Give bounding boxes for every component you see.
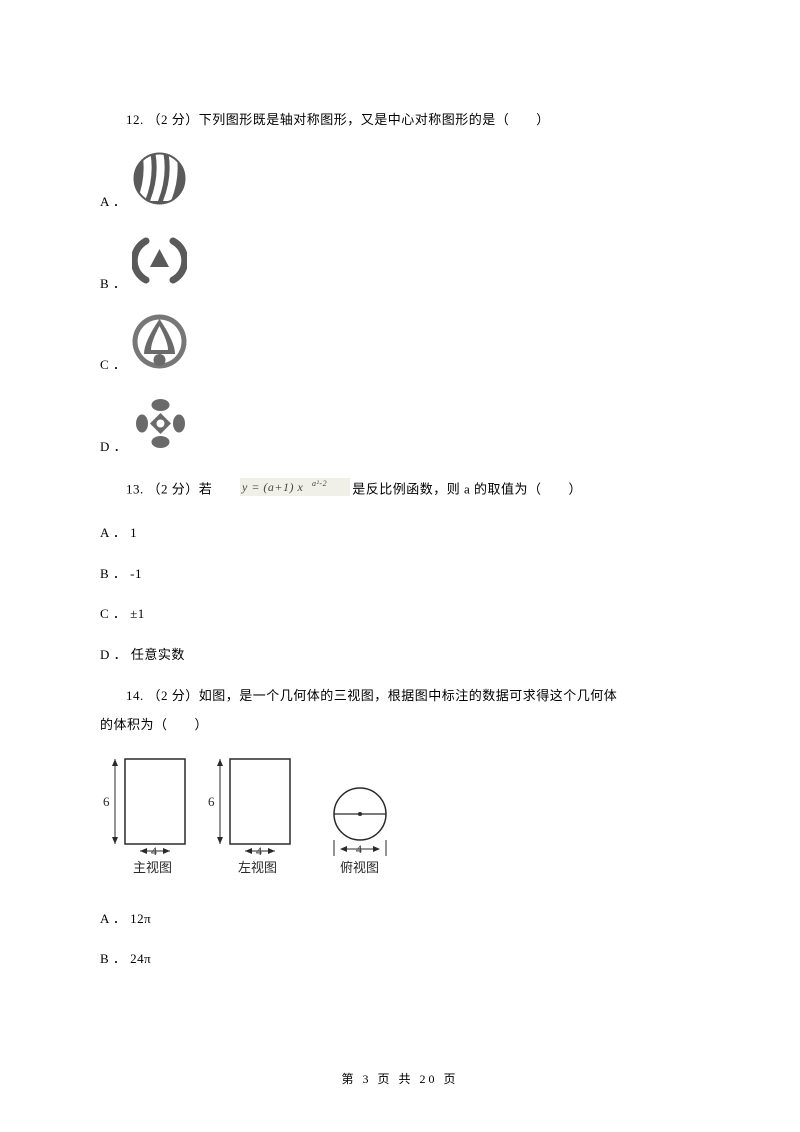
q12-icon-c xyxy=(132,314,187,376)
svg-text:左视图: 左视图 xyxy=(238,860,277,875)
svg-text:4: 4 xyxy=(356,842,362,856)
svg-text:6: 6 xyxy=(103,794,110,809)
option-label: A ． xyxy=(100,192,126,213)
q12-text: 12. （2 分）下列图形既是轴对称图形，又是中心对称图形的是（ ） xyxy=(100,110,700,131)
svg-text:主视图: 主视图 xyxy=(133,860,172,875)
q13-option-b: B ． -1 xyxy=(100,564,700,585)
q13-text: 13. （2 分）若 y = (a+1) x a²-2 是反比例函数，则 a 的取值为… xyxy=(100,478,700,503)
q14-figure: 6 4 主视图 6 4 左视图 xyxy=(100,754,700,889)
q13-formula-icon: y = (a+1) x a²-2 xyxy=(214,478,350,503)
q12-option-b: B ． xyxy=(100,233,700,295)
svg-text:6: 6 xyxy=(208,794,215,809)
q13-prefix: 13. （2 分）若 xyxy=(126,481,212,496)
q14-line1: 14. （2 分）如图，是一个几何体的三视图，根据图中标注的数据可求得这个几何体 xyxy=(100,686,700,707)
q12-icon-a xyxy=(132,151,187,213)
q12-option-d: D ． xyxy=(100,396,700,458)
option-label: C ． xyxy=(100,355,126,376)
svg-text:4: 4 xyxy=(151,844,157,858)
page-footer: 第 3 页 共 20 页 xyxy=(0,1070,800,1087)
q12-icon-d xyxy=(133,396,188,458)
q13-option-d: D ． 任意实数 xyxy=(100,645,700,666)
svg-text:y = (a+1) x: y = (a+1) x xyxy=(241,480,304,494)
svg-text:a²-2: a²-2 xyxy=(312,479,327,488)
svg-text:俯视图: 俯视图 xyxy=(340,860,379,875)
svg-text:4: 4 xyxy=(256,844,262,858)
q12-option-a: A ． xyxy=(100,151,700,213)
option-label: B ． xyxy=(100,274,126,295)
q13-option-c: C ． ±1 xyxy=(100,604,700,625)
q12-icon-b xyxy=(132,233,187,295)
q14-option-a: A ． 12π xyxy=(100,909,700,930)
option-label: D ． xyxy=(100,437,127,458)
q12-option-c: C ． xyxy=(100,314,700,376)
q14-option-b: B ． 24π xyxy=(100,949,700,970)
q13-option-a: A ． 1 xyxy=(100,523,700,544)
q14-line2: 的体积为（ ） xyxy=(100,715,700,736)
q13-suffix: 是反比例函数，则 a 的取值为（ ） xyxy=(352,481,582,496)
